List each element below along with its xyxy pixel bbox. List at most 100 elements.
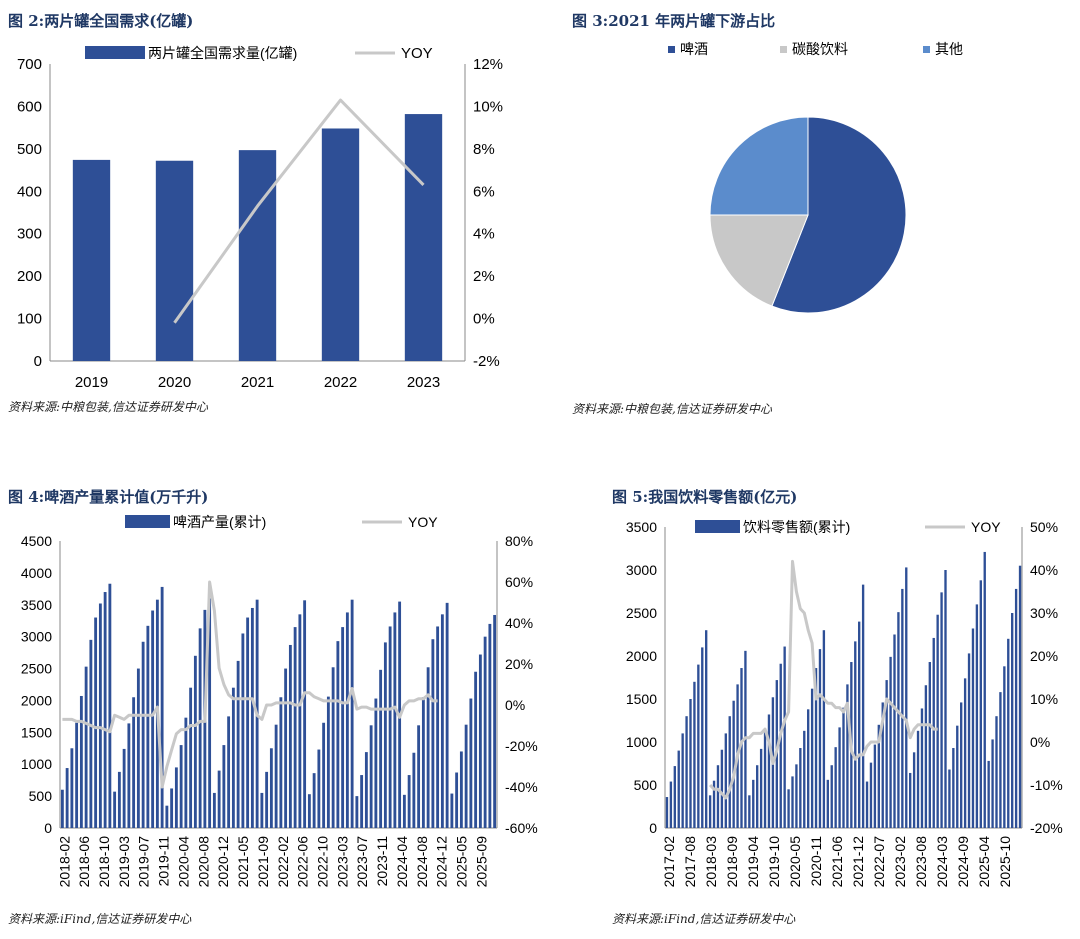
- legend-yoy-label: YOY: [401, 45, 433, 62]
- x-tick-label: 2023-11: [374, 836, 390, 887]
- y-tick-label: 300: [17, 226, 42, 243]
- bar: [374, 698, 378, 828]
- x-tick-label: 2021-09: [255, 836, 271, 888]
- bar: [113, 791, 117, 828]
- bar: [198, 628, 202, 828]
- x-tick-label: 2021-06: [829, 836, 845, 888]
- pie-slice: [709, 116, 809, 216]
- bar: [75, 722, 79, 828]
- y-tick-label: 1000: [21, 756, 52, 772]
- figure-3-source: 资料来源:中粮包装,信达证券研发中心: [572, 402, 772, 416]
- y2-tick-label: 80%: [505, 533, 533, 549]
- bar: [279, 697, 283, 828]
- bar: [889, 656, 892, 828]
- x-tick-label: 2025-04: [976, 836, 992, 888]
- bar: [189, 687, 193, 828]
- bar: [689, 699, 692, 828]
- bar: [379, 669, 383, 828]
- figure-3-chart: 啤酒 碳酸饮料 其他: [668, 41, 963, 314]
- bar: [238, 150, 277, 361]
- bar: [681, 733, 684, 828]
- bar: [364, 752, 368, 828]
- bar: [916, 730, 920, 828]
- bar: [89, 639, 93, 828]
- y-tick-label: 4500: [21, 533, 52, 549]
- y-tick-label: 3000: [626, 562, 657, 578]
- bar: [803, 730, 806, 828]
- y-tick-label: 2000: [626, 648, 657, 664]
- bar: [685, 716, 688, 828]
- bar: [103, 592, 107, 828]
- bar: [1011, 613, 1014, 828]
- bar: [227, 716, 231, 828]
- bar: [212, 792, 216, 828]
- y2-tick-label: -20%: [505, 738, 538, 754]
- bar: [995, 716, 998, 828]
- bar: [393, 612, 397, 828]
- x-tick-label: 2018-06: [76, 836, 92, 888]
- y2-tick-label: 0%: [473, 311, 495, 328]
- bar: [455, 772, 459, 828]
- bar: [858, 621, 861, 828]
- figure-2-source: 资料来源:中粮包装,信达证券研发中心: [8, 400, 208, 414]
- bar: [940, 592, 943, 828]
- bar: [756, 765, 759, 828]
- bar: [956, 725, 959, 828]
- y2-tick-label: 60%: [505, 574, 533, 590]
- bar: [246, 617, 250, 828]
- x-tick-label: 2022-06: [295, 836, 311, 888]
- y2-tick-label: 50%: [1030, 519, 1058, 535]
- y2-tick-label: 6%: [473, 183, 495, 200]
- y2-tick-label: 30%: [1030, 605, 1058, 621]
- bar: [436, 626, 440, 828]
- figure-5-panel: 图 5:我国饮料零售额(亿元) 0 500 1000 1500 2000 2500 3000…: [560, 478, 1080, 939]
- legend-bar-swatch: [85, 46, 145, 59]
- bar: [1014, 588, 1018, 828]
- x-tick-label: 2021: [241, 374, 274, 391]
- y2-tick-label: 40%: [1030, 562, 1058, 578]
- bar: [936, 614, 939, 828]
- bar: [345, 612, 349, 828]
- legend-yoy-label: YOY: [408, 514, 438, 530]
- bar: [322, 722, 326, 828]
- bar: [331, 667, 335, 828]
- pie-slice: [771, 116, 907, 314]
- y2-tick-label: 0%: [505, 697, 525, 713]
- bar: [952, 748, 955, 828]
- bar: [65, 768, 69, 828]
- y-tick-label: 3000: [21, 629, 52, 645]
- bar: [869, 762, 873, 828]
- bar: [999, 692, 1002, 828]
- bar: [865, 781, 869, 828]
- bar: [431, 639, 435, 828]
- bar: [732, 700, 735, 828]
- bar: [208, 598, 212, 828]
- x-tick-label: 2019-03: [116, 836, 132, 888]
- bar: [928, 662, 931, 828]
- bar: [932, 637, 935, 828]
- bar: [84, 666, 88, 828]
- x-tick-label: 2018-10: [96, 836, 112, 888]
- legend-yoy-label: YOY: [971, 519, 1001, 535]
- figure-5-chart: 0 500 1000 1500 2000 2500 3000 3500 -20% -10% 0% 10…: [626, 519, 1063, 888]
- bar: [767, 714, 771, 828]
- bar: [108, 583, 112, 828]
- bar: [132, 697, 136, 828]
- bar: [493, 614, 497, 828]
- bar: [712, 780, 716, 828]
- bar: [122, 748, 126, 828]
- bar: [1007, 638, 1010, 828]
- bar: [763, 732, 767, 828]
- bar: [417, 725, 421, 828]
- bar: [307, 794, 311, 828]
- bar: [842, 707, 845, 828]
- bar: [669, 781, 673, 828]
- x-tick-label: 2024-12: [434, 836, 450, 888]
- y-tick-label: 1000: [626, 734, 657, 750]
- y-tick-label: 2500: [21, 661, 52, 677]
- bar: [877, 724, 880, 828]
- legend-bar-swatch: [695, 520, 740, 533]
- bar: [341, 627, 345, 828]
- bar: [740, 668, 743, 828]
- x-tick-label: 2025-09: [473, 836, 489, 888]
